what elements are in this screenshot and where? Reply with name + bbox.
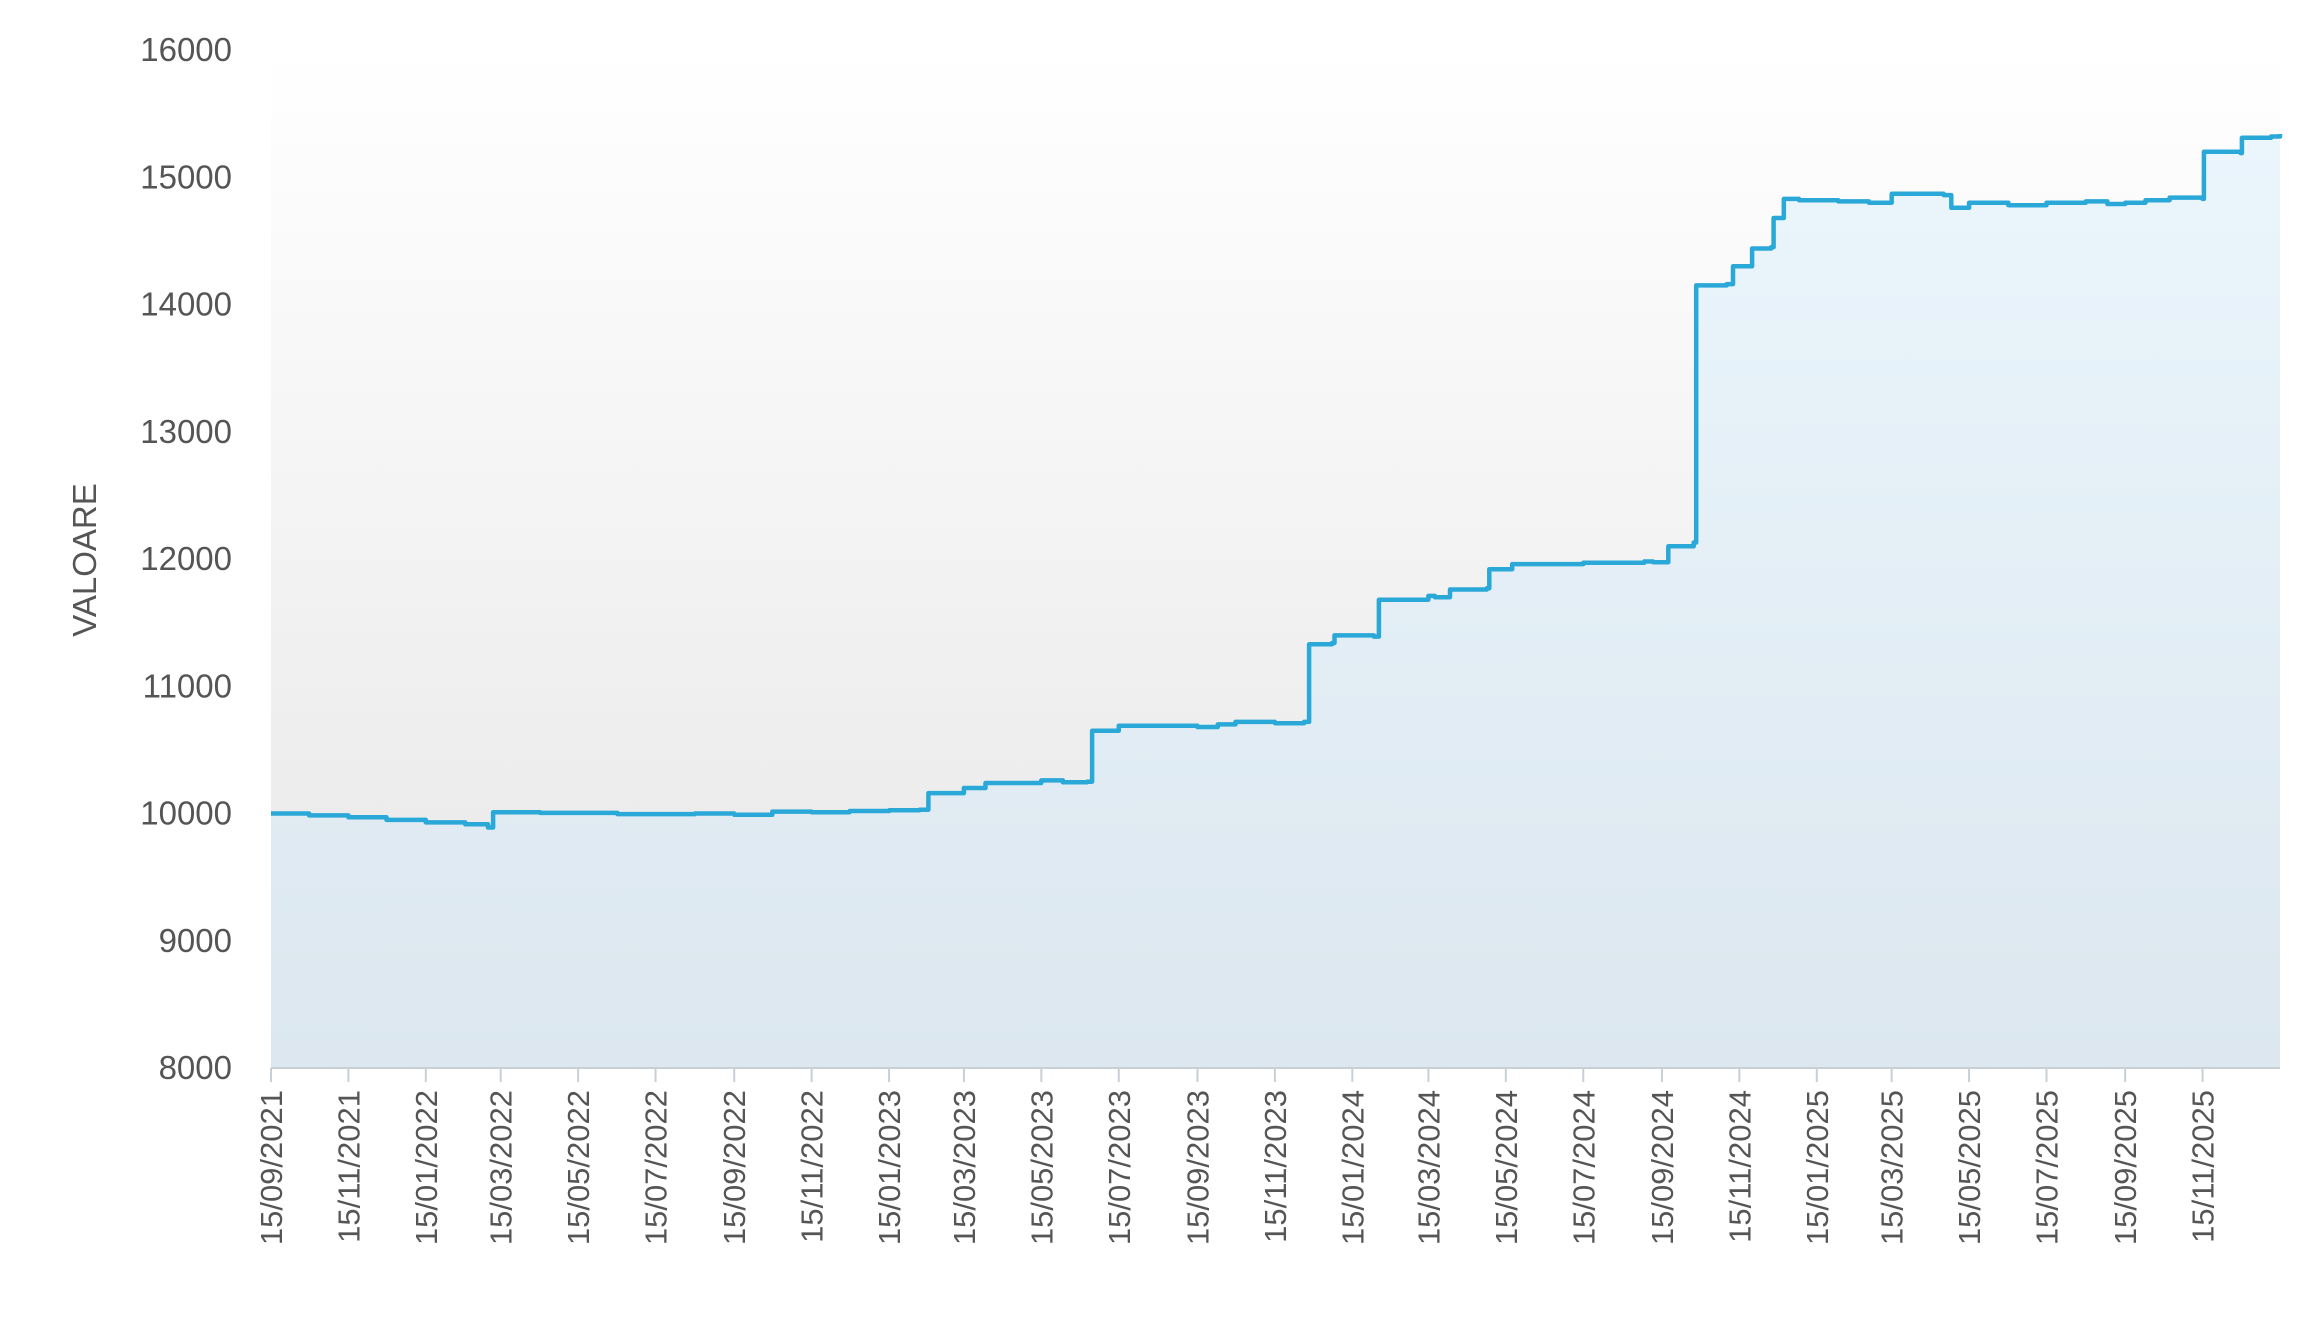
y-axis-label: VALOARE bbox=[66, 483, 103, 636]
y-tick-label: 11000 bbox=[143, 667, 232, 704]
x-tick-label: 15/11/2022 bbox=[795, 1090, 830, 1243]
x-tick-label: 15/11/2024 bbox=[1722, 1090, 1757, 1243]
x-tick-label: 15/09/2022 bbox=[717, 1090, 752, 1245]
x-tick-label: 15/11/2021 bbox=[331, 1090, 366, 1243]
x-tick-label: 15/07/2022 bbox=[639, 1090, 674, 1245]
y-tick-label: 16000 bbox=[140, 31, 232, 68]
x-tick-label: 15/05/2025 bbox=[1952, 1090, 1987, 1245]
x-tick-label: 15/07/2023 bbox=[1102, 1090, 1137, 1245]
x-tick-label: 15/03/2022 bbox=[484, 1090, 519, 1245]
series-line bbox=[271, 134, 2283, 830]
y-tick-label: 13000 bbox=[140, 413, 232, 450]
x-tick-label: 15/01/2023 bbox=[872, 1090, 907, 1245]
x-tick-label: 15/03/2023 bbox=[947, 1090, 982, 1245]
x-tick-label: 15/09/2021 bbox=[254, 1090, 289, 1245]
y-tick-label: 8000 bbox=[159, 1049, 232, 1086]
y-tick-label: 12000 bbox=[140, 540, 232, 577]
y-tick-label: 10000 bbox=[140, 795, 232, 832]
x-tick-label: 15/09/2023 bbox=[1180, 1090, 1215, 1245]
y-tick-label: 15000 bbox=[140, 158, 232, 195]
x-tick-label: 15/05/2023 bbox=[1024, 1090, 1059, 1245]
series-area bbox=[271, 134, 2280, 1068]
x-tick-label: 15/03/2024 bbox=[1411, 1090, 1446, 1245]
x-tick-label: 15/05/2022 bbox=[561, 1090, 596, 1245]
x-tick-label: 15/01/2025 bbox=[1800, 1090, 1835, 1245]
y-tick-label: 9000 bbox=[159, 922, 232, 959]
y-tick-label: 14000 bbox=[140, 286, 232, 323]
x-tick-label: 15/09/2025 bbox=[2108, 1090, 2143, 1245]
x-tick-label: 15/11/2023 bbox=[1258, 1090, 1293, 1243]
x-tick-label: 15/01/2022 bbox=[409, 1090, 444, 1245]
x-tick-label: 15/11/2025 bbox=[2186, 1090, 2221, 1243]
x-tick-label: 15/07/2025 bbox=[2029, 1090, 2064, 1245]
x-tick-label: 15/01/2024 bbox=[1335, 1090, 1370, 1245]
x-tick-label: 15/03/2025 bbox=[1875, 1090, 1910, 1245]
x-tick-label: 15/09/2024 bbox=[1645, 1090, 1680, 1245]
x-tick-label: 15/05/2024 bbox=[1489, 1090, 1524, 1245]
x-tick-label: 15/07/2024 bbox=[1566, 1090, 1601, 1245]
